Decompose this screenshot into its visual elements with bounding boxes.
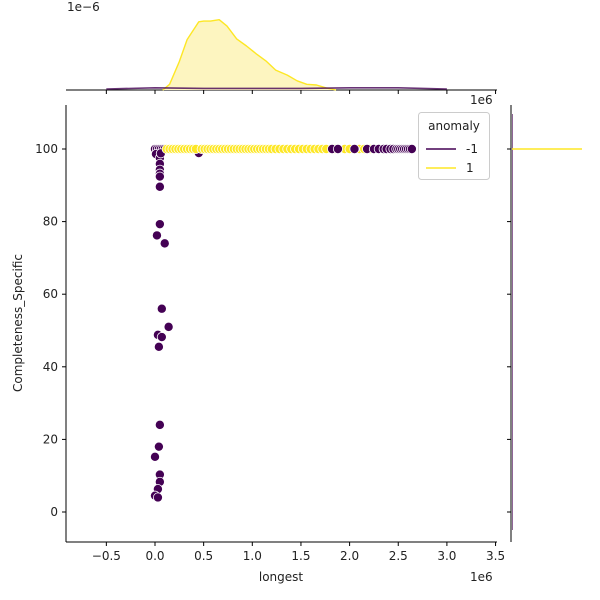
main-scatter-axes: −0.5 0.0 0.5 1.0 1.5 2.0 2.5 3.0 3.5 0 20 40 60 80 100 (35, 105, 505, 563)
y-axis-label: Completeness_Specific (11, 254, 25, 392)
x-tick-label: 3.0 (437, 549, 456, 563)
x-tick-label: 0.0 (145, 549, 164, 563)
data-point (154, 419, 165, 430)
x-tick-label: 3.5 (486, 549, 505, 563)
x-axis-label: longest (259, 570, 304, 584)
data-point (332, 143, 343, 154)
data-point (159, 238, 170, 249)
data-point (156, 332, 167, 343)
right-marginal-kde (507, 105, 582, 542)
x-tick-label: −0.5 (92, 549, 121, 563)
kde-line-anomaly-1 (162, 19, 337, 91)
scatter-points (149, 143, 417, 503)
top-marginal-offset-text: 1e−6 (67, 0, 100, 14)
y-tick-label: 40 (43, 360, 58, 374)
data-point (156, 303, 167, 314)
legend-box (418, 112, 490, 180)
legend: anomaly -1 1 (418, 112, 490, 180)
y-tick-label: 80 (43, 215, 58, 229)
x-offset-text: 1e6 (470, 570, 493, 584)
data-point (349, 143, 360, 154)
y-tick-label: 60 (43, 287, 58, 301)
kde-line-anomaly-neg1 (106, 86, 447, 90)
y-tick-label: 20 (43, 432, 58, 446)
x-tick-label: 1.5 (291, 549, 310, 563)
top-marginal-kde (66, 19, 497, 94)
x-tick-label: 1.0 (243, 549, 262, 563)
data-point (149, 451, 160, 462)
data-point (153, 441, 164, 452)
x-tick-label: 2.0 (340, 549, 359, 563)
x-tick-label: 2.5 (389, 549, 408, 563)
data-point (153, 341, 164, 352)
legend-entry-label: 1 (466, 161, 474, 175)
data-point (151, 230, 162, 241)
legend-entry-label: -1 (466, 142, 478, 156)
top-marginal-x-offset-text: 1e6 (470, 93, 493, 107)
data-point (152, 492, 163, 503)
y-tick-label: 100 (35, 142, 58, 156)
x-tick-label: 0.5 (194, 549, 213, 563)
legend-title: anomaly (428, 119, 480, 133)
kde-fill-anomaly-1 (162, 19, 336, 91)
data-point (406, 143, 417, 154)
data-point (163, 321, 174, 332)
data-point (154, 171, 165, 182)
y-tick-label: 0 (50, 505, 58, 519)
data-point (154, 181, 165, 192)
data-point (154, 219, 165, 230)
